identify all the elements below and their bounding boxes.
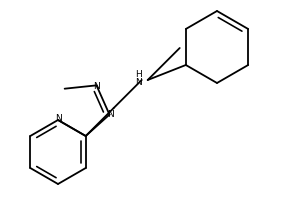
Text: N: N [107,110,114,119]
Text: N: N [93,82,100,91]
Text: N: N [135,78,142,87]
Text: N: N [56,114,62,123]
Text: H: H [135,70,142,79]
